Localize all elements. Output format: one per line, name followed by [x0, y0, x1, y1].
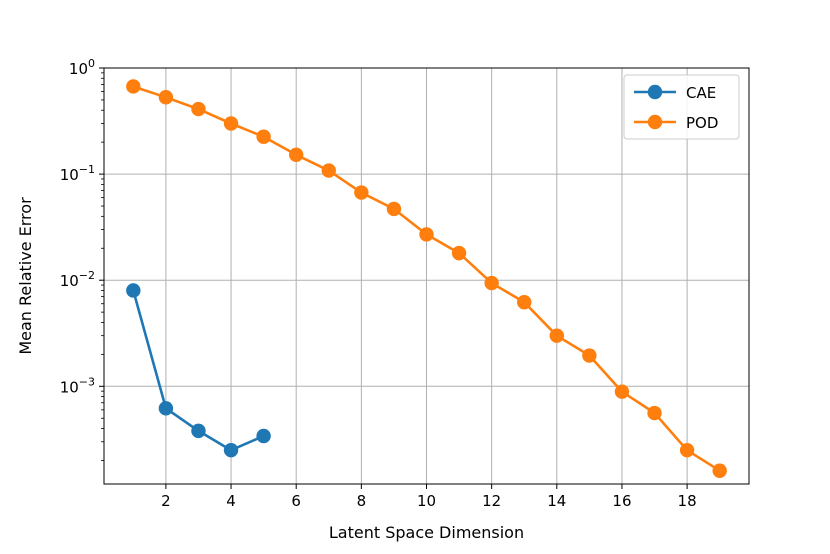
x-tick-label: 14 [547, 492, 566, 510]
y-tick-label: 10−2 [60, 269, 95, 290]
x-tick-label: 10 [417, 492, 436, 510]
y-axis-label: Mean Relative Error [16, 197, 35, 355]
data-point-pod [288, 147, 304, 163]
x-tick-label: 2 [161, 492, 171, 510]
data-point-pod [484, 275, 499, 291]
data-point-pod [354, 185, 369, 200]
x-tick-label: 4 [226, 492, 236, 510]
data-point-pod [614, 384, 630, 399]
data-point-cae [158, 401, 174, 416]
data-point-pod [386, 201, 402, 217]
data-point-pod [158, 90, 174, 105]
legend-label-pod: POD [686, 114, 718, 132]
data-point-pod [582, 348, 597, 363]
y-tick-label: 10−3 [60, 375, 95, 396]
data-point-pod [191, 101, 206, 117]
data-point-pod [517, 295, 532, 310]
x-axis-label: Latent Space Dimension [329, 523, 524, 542]
data-point-cae [256, 428, 271, 444]
series-layer [126, 79, 727, 478]
x-tick-label: 16 [612, 492, 631, 510]
legend: CAE POD [623, 74, 740, 140]
data-point-pod [712, 463, 727, 478]
legend-box [623, 74, 740, 140]
legend-label-cae: CAE [686, 84, 716, 102]
x-tick-label: 8 [357, 492, 367, 510]
y-tick-label: 100 [69, 57, 95, 78]
x-tick-label: 12 [482, 492, 501, 510]
legend-marker-pod [647, 114, 663, 130]
data-point-pod [451, 245, 467, 261]
x-tick-label: 6 [291, 492, 301, 510]
data-point-pod [647, 405, 662, 421]
legend-marker-cae [647, 84, 663, 100]
data-point-pod [419, 227, 434, 242]
data-point-pod [679, 442, 695, 458]
x-tick-label: 18 [678, 492, 697, 510]
data-point-pod [321, 163, 336, 178]
data-point-pod [223, 116, 239, 131]
axis-ticks: 2 4 6 8 10 12 14 16 18 10−3 10−2 10−1 100 [60, 57, 697, 510]
data-point-pod [126, 79, 141, 94]
y-tick-label: 10−1 [60, 163, 95, 184]
data-point-cae [126, 283, 141, 298]
data-point-pod [256, 129, 271, 144]
data-point-cae [223, 442, 239, 458]
data-point-cae [191, 423, 206, 439]
data-point-pod [549, 328, 565, 343]
